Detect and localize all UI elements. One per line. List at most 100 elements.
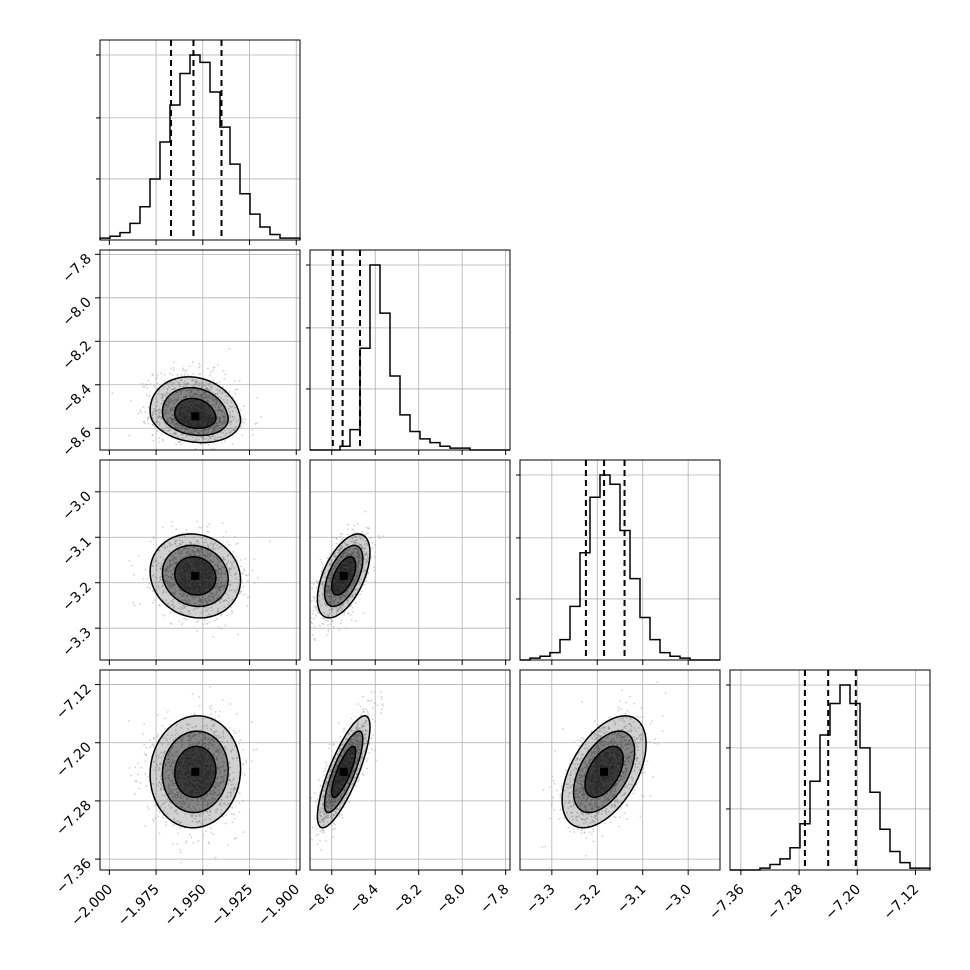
sample-point [217,569,220,572]
sample-point [339,596,342,598]
sample-point [174,588,176,590]
sample-point [198,432,201,435]
sample-point [204,600,207,603]
sample-point [329,623,332,626]
sample-point [208,706,211,709]
sample-point [214,710,217,713]
sample-point [340,604,342,607]
sample-point [181,433,184,436]
sample-point [169,565,172,568]
sample-point [212,426,215,429]
sample-point [351,594,353,597]
sample-point [256,422,258,425]
sample-point [185,396,188,399]
sample-point [324,576,326,579]
sample-point [155,560,157,563]
sample-point [216,415,219,418]
sample-point [230,561,232,563]
sample-point [328,578,331,581]
sample-point [170,408,173,411]
sample-point [211,593,214,596]
sample-point [326,604,328,607]
sample-point [338,552,340,554]
sample-point [223,419,226,422]
sample-point [329,601,332,604]
sample-point [215,402,217,405]
sample-point [149,540,152,543]
sample-point [204,549,207,551]
sample-point [180,389,183,392]
sample-point [172,399,175,402]
sample-point [200,612,203,615]
sample-point [213,793,216,796]
sample-point [234,572,237,575]
sample-point [159,556,162,558]
sample-point [341,546,343,549]
sample-point [329,612,331,615]
sample-point [325,619,328,622]
sample-point [160,416,163,419]
sample-point [229,703,232,705]
sample-point [177,425,179,428]
sample-point [157,714,159,716]
sample-point [184,599,187,601]
sample-point [188,599,191,602]
sample-point [367,558,370,560]
sample-point [143,385,146,388]
sample-point [185,548,188,551]
sample-point [234,574,236,576]
sample-point [313,637,316,640]
sample-point [179,543,182,546]
sample-point [171,414,174,416]
sample-point [199,598,202,601]
sample-point [364,543,366,546]
sample-point [209,554,212,557]
sample-point [206,387,209,390]
sample-point [181,532,184,535]
sample-point [198,362,201,365]
sample-point [171,734,173,737]
sample-point [167,567,170,569]
sample-point [328,552,331,555]
sample-point [349,614,352,617]
y-tick-label: −8.6 [59,425,94,460]
sample-point [203,736,206,739]
sample-point [213,425,216,427]
sample-point [173,611,176,614]
sample-point [192,551,195,554]
sample-point [172,772,175,775]
sample-point [165,409,168,412]
sample-point [175,423,178,425]
sample-point [159,578,162,581]
sample-point [197,550,200,553]
sample-point [162,438,164,441]
sample-point [214,569,217,571]
sample-point [205,387,208,389]
sample-point [360,546,363,549]
sample-point [165,419,168,422]
sample-point [219,389,221,391]
sample-point [362,570,365,573]
sample-point [343,613,345,616]
sample-point [233,818,236,820]
sample-point [340,555,343,558]
sample-point [179,440,182,443]
sample-point [200,386,203,389]
sample-point [172,419,175,421]
sample-point [214,439,217,441]
sample-point [208,814,211,817]
sample-point [206,399,209,402]
sample-point [160,372,163,375]
sample-point [212,561,215,563]
sample-point [168,790,171,793]
sample-point [327,595,330,598]
sample-point [192,379,194,382]
sample-point [174,563,177,565]
sample-point [205,538,207,541]
sample-point [207,607,210,610]
sample-point [217,583,219,586]
sample-point [209,374,211,377]
sample-point [180,803,183,806]
sample-point [339,532,342,535]
sample-point [321,597,324,599]
